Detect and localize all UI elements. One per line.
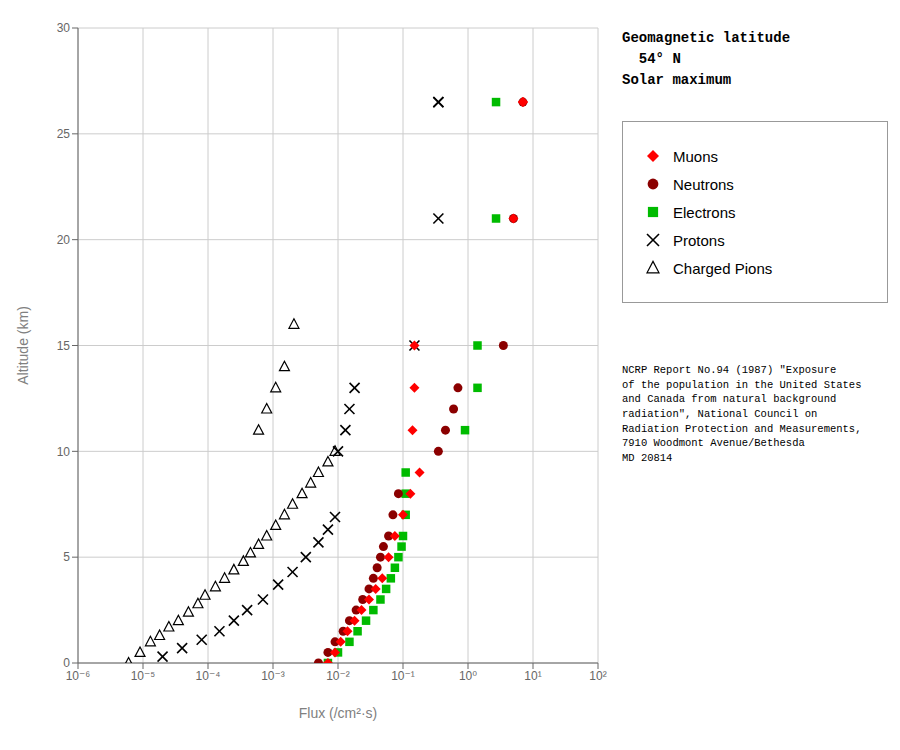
svg-text:20: 20 xyxy=(57,233,71,247)
svg-text:10⁻²: 10⁻² xyxy=(326,669,350,683)
html-text:Charged Pions: Charged Pions xyxy=(673,259,773,277)
html-text:Geomagnetic latitude 54° N Sol: Geomagnetic latitude 54° N Solar maximum xyxy=(622,30,790,88)
svg-text:15: 15 xyxy=(57,339,71,353)
html-text:Protons: Protons xyxy=(673,231,725,249)
svg-text:10⁻⁶: 10⁻⁶ xyxy=(66,669,91,683)
svg-text:10¹: 10¹ xyxy=(524,669,541,683)
svg-text:Flux (/cm²·s): Flux (/cm²·s) xyxy=(299,705,378,721)
svg-text:10⁰: 10⁰ xyxy=(459,669,477,683)
svg-text:5: 5 xyxy=(63,550,70,564)
svg-text:Altitude (km): Altitude (km) xyxy=(15,306,31,385)
svg-text:10⁻³: 10⁻³ xyxy=(261,669,285,683)
html-text:Muons: Muons xyxy=(673,147,718,165)
svg-text:10⁻⁵: 10⁻⁵ xyxy=(131,669,156,683)
svg-text:10: 10 xyxy=(57,445,71,459)
svg-text:0: 0 xyxy=(63,656,70,670)
svg-text:10⁻⁴: 10⁻⁴ xyxy=(196,669,221,683)
svg-text:30: 30 xyxy=(57,21,71,35)
svg-text:10⁻¹: 10⁻¹ xyxy=(391,669,415,683)
html-text:NCRP Report No.94 (1987) "Expo: NCRP Report No.94 (1987) "Exposure of th… xyxy=(622,364,862,465)
html-text:Electrons: Electrons xyxy=(673,203,736,221)
svg-text:10²: 10² xyxy=(589,669,606,683)
html-text:Neutrons: Neutrons xyxy=(673,175,734,193)
svg-text:25: 25 xyxy=(57,127,71,141)
